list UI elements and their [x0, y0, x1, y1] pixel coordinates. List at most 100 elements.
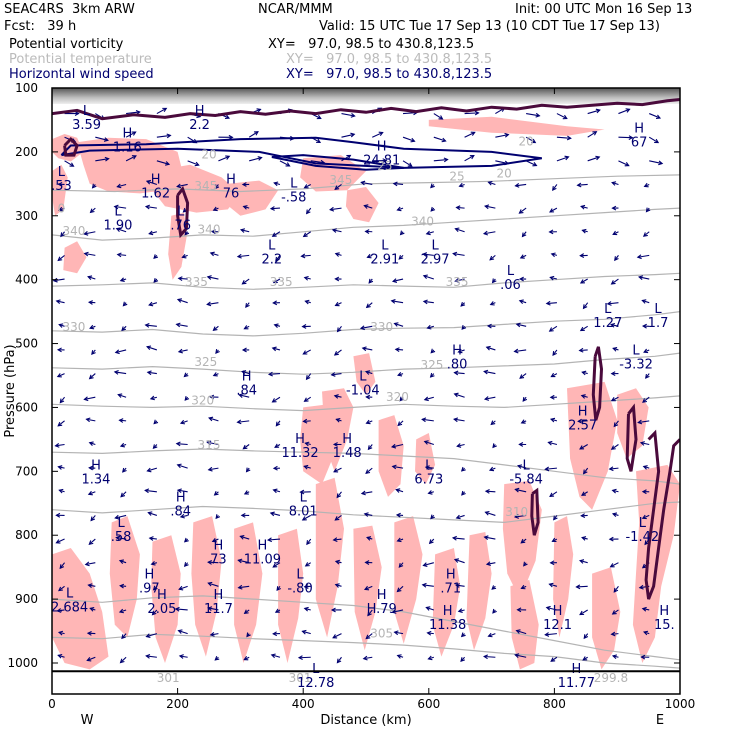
wind-arrow-head [304, 441, 310, 447]
wind-arrow-head [87, 490, 93, 496]
wind-arrow-head [428, 539, 434, 545]
wind-arrow-head [331, 228, 337, 233]
wind-arrow-head [645, 207, 651, 213]
wind-arrow-head [245, 467, 251, 473]
wind-arrow-head [146, 467, 152, 473]
wind-arrow-head [89, 607, 95, 612]
wind-arrow-head [118, 608, 124, 614]
wind-arrow-head [146, 345, 152, 351]
contour-label: 340 [198, 223, 221, 237]
wind-arrow-head [549, 394, 555, 400]
wind-arrow [453, 537, 465, 540]
wind-arrow-head [365, 469, 371, 474]
wind-arrow [271, 654, 281, 658]
wind-arrow-head [582, 656, 588, 661]
wind-arrow [579, 349, 588, 352]
extremum-marker: L [604, 302, 612, 317]
wind-arrow-head [491, 585, 497, 590]
wind-arrow-head [304, 562, 310, 567]
wind-arrow [270, 512, 281, 516]
pv-fill-area [378, 415, 404, 497]
wind-arrow-head [531, 138, 537, 144]
wind-arrow [85, 562, 96, 566]
wind-arrow-head [430, 514, 435, 520]
wind-arrow-head [576, 182, 582, 188]
wind-arrow-head [58, 586, 63, 592]
wind-arrow [332, 229, 342, 233]
wind-arrow [485, 490, 496, 493]
wind-arrow-head [181, 253, 187, 259]
wind-arrow-head [57, 181, 63, 187]
wind-arrow [577, 183, 588, 186]
wind-arrow [610, 324, 619, 327]
wind-arrow-head [454, 227, 460, 233]
wind-arrow [84, 396, 96, 400]
wind-arrow [396, 489, 404, 493]
wind-arrow-head [135, 109, 141, 115]
contour-label: 335 [446, 275, 469, 289]
wind-arrow-head [608, 536, 614, 542]
wind-arrow [485, 396, 496, 400]
wind-arrow-head [114, 349, 120, 355]
wind-arrow-head [398, 563, 404, 568]
wind-arrow-head [551, 537, 557, 543]
wind-arrow [549, 207, 558, 213]
wind-arrow-head [271, 346, 277, 352]
theta-contour [52, 501, 680, 524]
wind-arrow-head [610, 322, 616, 328]
wind-arrow-head [484, 489, 490, 494]
wind-arrow-head [455, 205, 461, 211]
extremum-value: 6.73 [414, 473, 443, 488]
wind-arrow-head [641, 299, 647, 304]
extremum-value: 1.48 [333, 446, 362, 461]
wind-arrow-head [423, 396, 429, 402]
wind-arrow-head [423, 440, 429, 445]
west-label: W [81, 713, 94, 728]
wind-arrow-head [85, 417, 91, 423]
wind-arrow [364, 585, 373, 590]
x-tick-label: 0 [48, 697, 56, 711]
wind-arrow [393, 183, 404, 186]
wind-arrow-head [613, 422, 619, 428]
extremum-marker: H [226, 173, 236, 188]
wind-arrow [515, 183, 527, 187]
wind-arrow [484, 370, 496, 375]
wind-arrow [587, 109, 600, 115]
wind-arrow-head [88, 441, 94, 446]
wind-arrow [306, 373, 312, 380]
wind-arrow [362, 347, 373, 351]
extremum-marker: H [443, 604, 453, 619]
extremum-value: 76 [223, 187, 240, 202]
wind-arrow-head [274, 443, 280, 448]
wind-arrow-head [150, 560, 156, 566]
wind-arrow-head [215, 349, 220, 354]
wind-arrow [433, 158, 448, 162]
wind-arrow-head [364, 229, 370, 234]
extremum-value: .97 [139, 581, 160, 596]
wind-arrow [454, 372, 465, 375]
wind-arrow [360, 325, 373, 329]
wind-arrow-head [178, 654, 184, 659]
wind-arrow-head [487, 180, 493, 186]
wind-arrow [607, 302, 619, 305]
wind-arrow [334, 349, 342, 356]
wind-arrow [279, 160, 290, 167]
extremum-marker: H [377, 139, 387, 154]
wind-arrow-head [207, 581, 213, 587]
wind-arrow [549, 583, 558, 587]
wind-arrow [364, 205, 373, 209]
wind-arrow [88, 584, 96, 587]
extremum-marker: L [639, 516, 647, 531]
extremum-marker: H [176, 491, 186, 506]
extremum-value: -1.04 [346, 383, 380, 398]
extremum-value: 2.2 [261, 252, 282, 267]
wind-arrow-head [239, 535, 245, 540]
extremum-marker: H [342, 432, 352, 447]
wind-arrow-head [610, 371, 616, 377]
contour-label: 20 [518, 135, 533, 149]
wind-arrow-head [253, 131, 259, 136]
wind-arrow-head [58, 488, 64, 494]
wind-arrow-head [297, 655, 303, 661]
wind-arrow-head [162, 107, 168, 113]
wind-arrow-head [241, 279, 247, 285]
